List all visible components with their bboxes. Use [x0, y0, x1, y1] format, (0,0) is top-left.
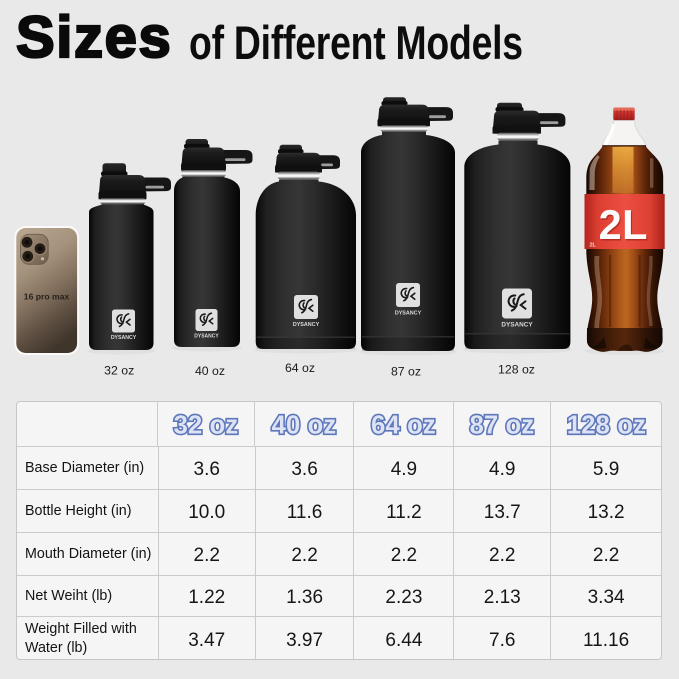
svg-text:DYSANCY: DYSANCY: [293, 322, 320, 328]
svg-text:16 pro max: 16 pro max: [24, 291, 70, 301]
svg-text:2L: 2L: [599, 201, 648, 248]
svg-text:40 oz: 40 oz: [272, 411, 337, 439]
svg-text:87 oz: 87 oz: [391, 365, 421, 379]
svg-text:128 oz: 128 oz: [567, 411, 646, 439]
svg-text:32 oz: 32 oz: [104, 364, 134, 378]
svg-text:87 oz: 87 oz: [470, 411, 535, 439]
svg-text:40 oz: 40 oz: [195, 364, 225, 378]
svg-text:DYSANCY: DYSANCY: [501, 322, 533, 329]
svg-text:64 oz: 64 oz: [372, 411, 437, 439]
svg-text:32 oz: 32 oz: [174, 411, 239, 439]
svg-text:2L: 2L: [590, 243, 597, 249]
svg-text:DYSANCY: DYSANCY: [395, 311, 422, 317]
svg-text:DYSANCY: DYSANCY: [111, 335, 137, 341]
svg-text:128 oz: 128 oz: [498, 363, 535, 377]
svg-text:2L: 2L: [600, 202, 649, 249]
svg-text:DYSANCY: DYSANCY: [194, 334, 219, 340]
svg-text:64 oz: 64 oz: [285, 361, 315, 375]
